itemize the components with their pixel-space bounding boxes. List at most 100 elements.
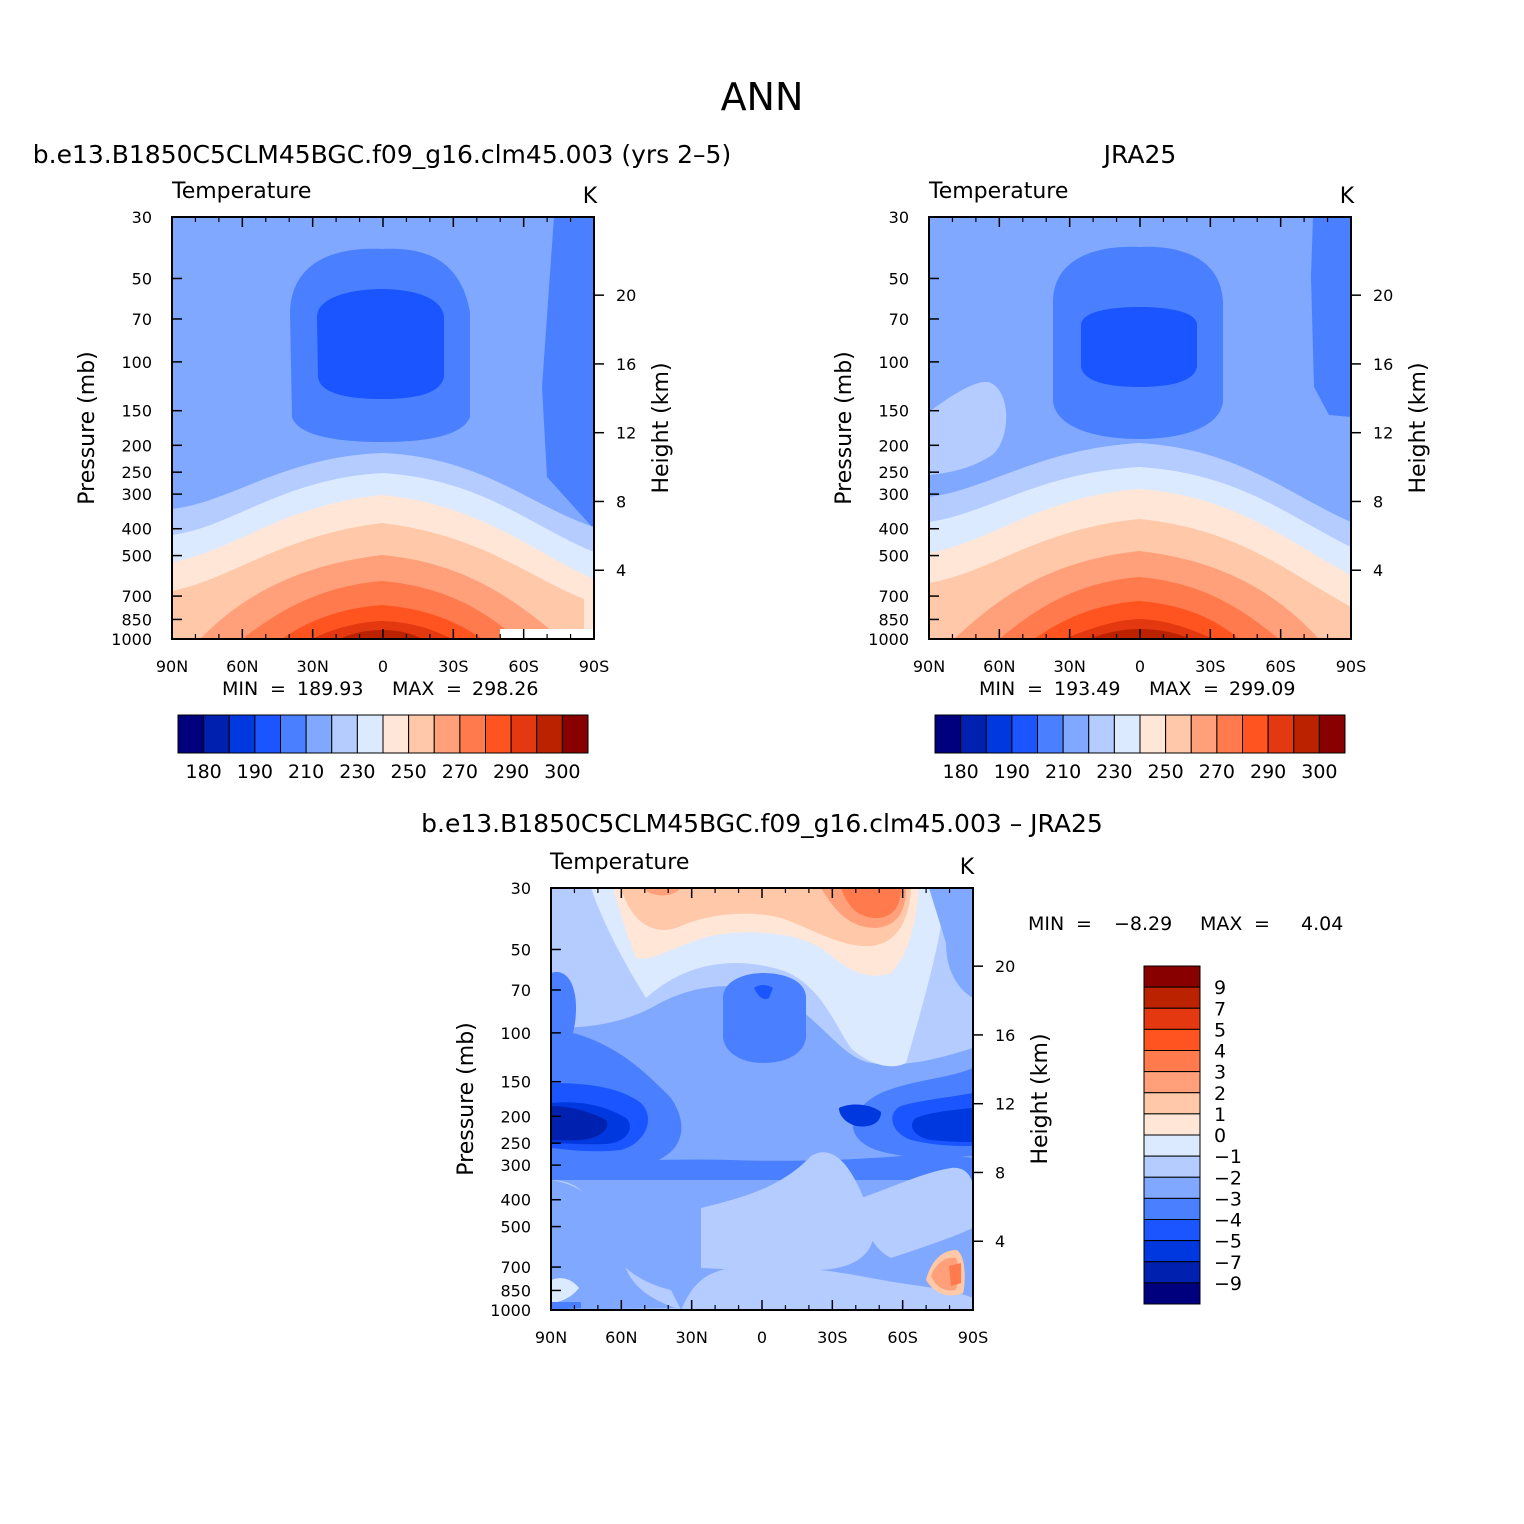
contour-region [340, 630, 422, 639]
y2-tick-label: 4 [616, 561, 626, 580]
y-tick-label: 70 [132, 310, 152, 329]
x-tick-label: 60S [887, 1328, 918, 1347]
colorbar-label: 180 [942, 761, 978, 783]
colorbar-swatch [536, 714, 563, 754]
colorbar-swatch [1143, 1261, 1201, 1284]
x-tick-label: 90N [913, 657, 945, 676]
y-axis-label: Pressure (mb) [454, 1022, 479, 1176]
y-tick-label: 400 [500, 1191, 531, 1210]
x-tick-label: 90S [958, 1328, 989, 1347]
max-label: MAX [392, 678, 434, 700]
contour-region [681, 1266, 973, 1310]
min-label: MIN [979, 678, 1015, 700]
colorbar-swatch [1216, 714, 1243, 754]
colorbar-label: −9 [1214, 1273, 1242, 1295]
contour-region [754, 985, 773, 1000]
contour-region [861, 1167, 973, 1258]
colorbar-swatch [280, 714, 307, 754]
x-tick-label: 90S [579, 657, 610, 676]
y2-tick-label: 8 [1373, 492, 1383, 511]
x-tick-label: 60S [1265, 657, 1296, 676]
contour-region [551, 1106, 608, 1141]
colorbar-swatch [1143, 1071, 1201, 1094]
colorbar-label: 7 [1214, 998, 1226, 1020]
colorbar-swatch [459, 714, 486, 754]
colorbar-swatch [1143, 1197, 1201, 1220]
colorbar-swatch [356, 714, 384, 754]
contour-region [551, 1155, 973, 1180]
colorbar-label: 250 [1147, 761, 1183, 783]
y-axis-label: Pressure (mb) [75, 351, 100, 505]
colorbar-label: 2 [1214, 1083, 1226, 1105]
difference-panel: b.e13.B1850C5CLM45BGC.f09_g16.clm45.003 … [421, 809, 1343, 1347]
x-tick-label: 30N [297, 657, 329, 676]
units-label: K [583, 184, 598, 209]
colorbar-swatch [1190, 714, 1218, 754]
contour-region [551, 1302, 581, 1310]
contour-region [701, 1152, 874, 1272]
x-tick-label: 60N [226, 657, 258, 676]
max-equals: = [446, 678, 462, 700]
y-tick-label: 150 [878, 402, 909, 421]
y-tick-label: 100 [500, 1024, 531, 1043]
colorbar-swatch [960, 714, 987, 754]
x-tick-label: 30S [817, 1328, 848, 1347]
model-panel: b.e13.B1850C5CLM45BGC.f09_g16.clm45.003 … [33, 140, 731, 783]
y-tick-label: 500 [500, 1218, 531, 1237]
panel-title: b.e13.B1850C5CLM45BGC.f09_g16.clm45.003 … [33, 140, 731, 169]
contour-region [911, 1108, 973, 1142]
panel-title: JRA25 [1102, 140, 1177, 169]
y2-tick-label: 12 [1373, 424, 1393, 443]
colorbar-swatch [382, 714, 410, 754]
colorbar-swatch [1318, 714, 1346, 754]
colorbar-label: 5 [1214, 1019, 1226, 1041]
y-tick-label: 700 [121, 587, 152, 606]
colorbar-swatch [177, 714, 205, 754]
colorbar-label: 290 [493, 761, 529, 783]
x-tick-label: 60N [605, 1328, 637, 1347]
min-label: MIN [1028, 913, 1064, 935]
y-tick-label: 200 [500, 1107, 531, 1126]
x-tick-label: 30N [676, 1328, 708, 1347]
colorbar-swatch [1143, 1219, 1201, 1242]
y-tick-label: 300 [500, 1156, 531, 1175]
contour-region [949, 1263, 961, 1286]
units-label: K [1340, 184, 1355, 209]
colorbar-label: 230 [339, 761, 375, 783]
colorbar-swatch [985, 714, 1013, 754]
y-tick-label: 500 [121, 547, 152, 566]
contour-region [723, 973, 806, 1063]
y-tick-label: 1000 [490, 1301, 531, 1320]
colorbar-swatch [331, 714, 358, 754]
contour-region [841, 888, 901, 918]
y-tick-label: 150 [500, 1073, 531, 1092]
y-tick-label: 70 [511, 981, 531, 1000]
colorbar-label: 300 [1301, 761, 1337, 783]
x-tick-label: 60N [983, 657, 1015, 676]
y-tick-label: 30 [889, 208, 909, 227]
y-tick-label: 200 [878, 436, 909, 455]
y2-tick-label: 16 [995, 1026, 1015, 1045]
colorbar-swatch [1037, 714, 1064, 754]
x-tick-label: 0 [378, 657, 388, 676]
max-value: 4.04 [1301, 913, 1343, 935]
colorbar-swatch [1062, 714, 1090, 754]
y-tick-label: 50 [889, 269, 909, 288]
y-tick-label: 100 [878, 353, 909, 372]
colorbar-swatch [1267, 714, 1295, 754]
y2-tick-label: 4 [995, 1232, 1005, 1251]
y2-tick-label: 12 [995, 1095, 1015, 1114]
colorbar-swatch [1088, 714, 1115, 754]
y-tick-label: 700 [500, 1258, 531, 1277]
colorbar-label: 210 [1045, 761, 1081, 783]
y-tick-label: 850 [878, 610, 909, 629]
y2-tick-label: 20 [616, 286, 636, 305]
colorbar-swatch [1143, 1282, 1201, 1305]
units-label: K [960, 855, 975, 880]
colorbar-swatch [561, 714, 589, 754]
y-tick-label: 1000 [111, 630, 152, 649]
colorbar-label: 270 [1199, 761, 1235, 783]
max-label: MAX [1200, 913, 1242, 935]
variable-label: Temperature [549, 850, 689, 875]
y-tick-label: 50 [511, 940, 531, 959]
